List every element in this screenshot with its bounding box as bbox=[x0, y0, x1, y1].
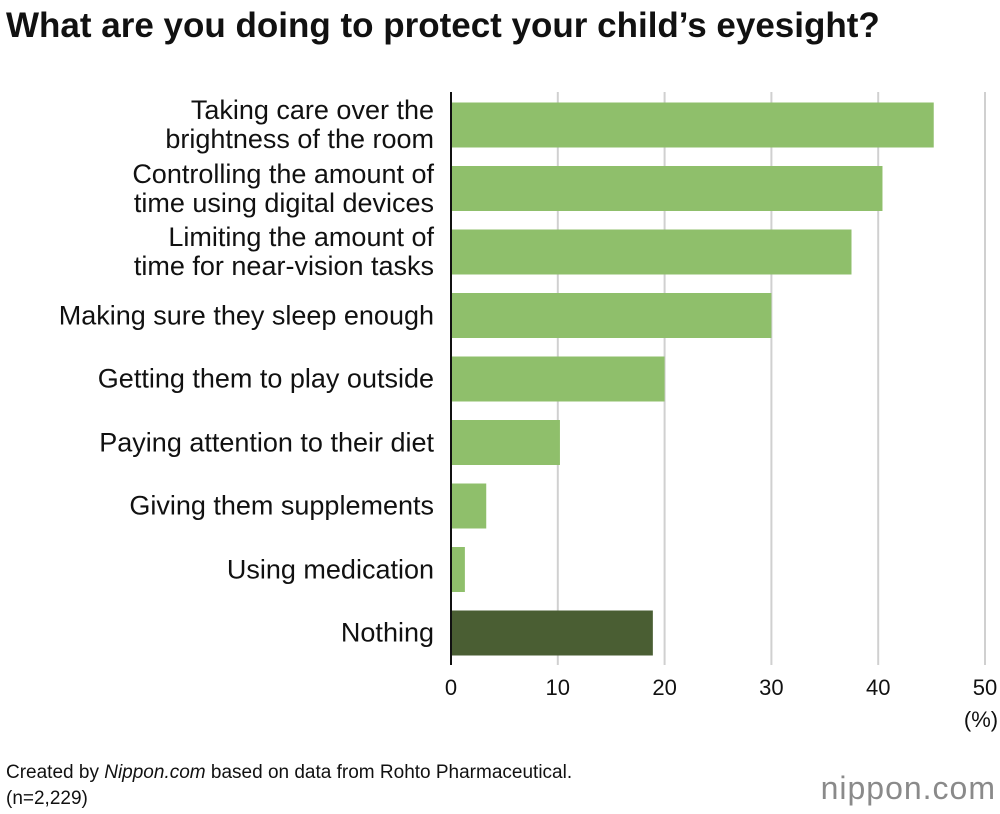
category-label: Getting them to play outside bbox=[97, 363, 434, 394]
category-label: Paying attention to their diet bbox=[99, 427, 434, 457]
bar bbox=[451, 610, 653, 656]
logo: nippon.com bbox=[820, 770, 996, 806]
x-tick-label: 30 bbox=[759, 675, 783, 700]
x-tick-label: 0 bbox=[445, 675, 457, 700]
category-label: Using medication bbox=[226, 554, 434, 584]
bar bbox=[451, 356, 665, 402]
bar bbox=[451, 166, 883, 211]
category-label: Making sure they sleep enough bbox=[58, 300, 434, 330]
x-tick-label: 50 bbox=[973, 675, 997, 700]
bar bbox=[451, 483, 487, 529]
category-label: Nothing bbox=[340, 617, 434, 648]
source-text: based on data from Rohto Pharmaceutical. bbox=[205, 762, 573, 783]
category-label: Giving them supplements bbox=[129, 490, 434, 521]
bar bbox=[451, 102, 934, 148]
bar bbox=[451, 547, 465, 592]
bar bbox=[451, 420, 560, 465]
bar bbox=[451, 229, 852, 275]
x-tick-label: 10 bbox=[546, 675, 570, 700]
x-tick-label: 40 bbox=[866, 675, 890, 700]
category-label: Controlling the amount of time using dig… bbox=[132, 158, 434, 218]
source: Created by Nippon.com based on data from… bbox=[6, 762, 572, 784]
bar bbox=[451, 293, 772, 338]
chart-title: What are you doing to protect your child… bbox=[6, 6, 880, 45]
category-label: Limiting the amount of time for near-vis… bbox=[133, 222, 434, 281]
sample-note: (n=2,229) bbox=[6, 788, 88, 809]
category-label: Taking care over the brightness of the r… bbox=[165, 95, 434, 154]
x-tick-label: 20 bbox=[652, 675, 676, 700]
source-site: Nippon.com bbox=[104, 762, 206, 783]
x-axis-unit: (%) bbox=[964, 707, 998, 732]
source-text: Created by bbox=[6, 762, 105, 783]
